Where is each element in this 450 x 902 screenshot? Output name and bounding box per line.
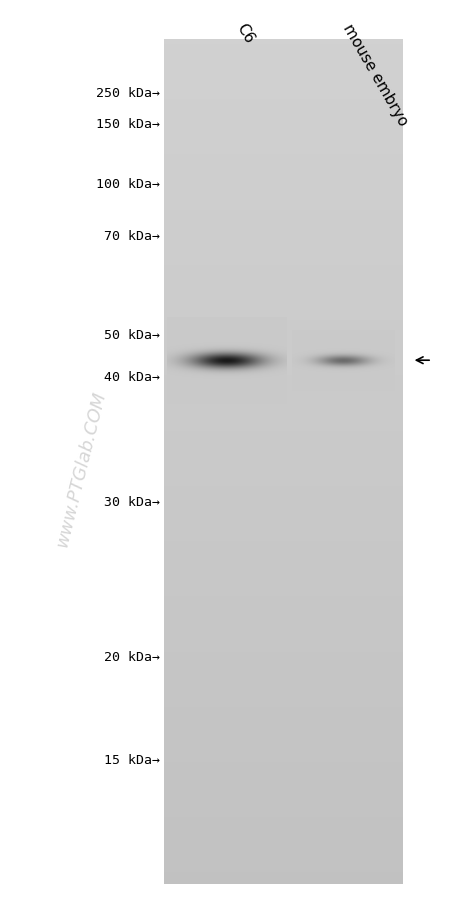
Text: 40 kDa→: 40 kDa→	[104, 371, 160, 383]
Text: 20 kDa→: 20 kDa→	[104, 650, 160, 663]
Text: 30 kDa→: 30 kDa→	[104, 496, 160, 509]
Text: www.PTGlab.COM: www.PTGlab.COM	[53, 390, 109, 548]
Text: C6: C6	[233, 22, 256, 47]
Text: 15 kDa→: 15 kDa→	[104, 753, 160, 766]
Text: 70 kDa→: 70 kDa→	[104, 230, 160, 243]
Text: 250 kDa→: 250 kDa→	[96, 87, 160, 100]
Text: mouse embryo: mouse embryo	[340, 22, 410, 128]
Text: 100 kDa→: 100 kDa→	[96, 178, 160, 190]
Text: 50 kDa→: 50 kDa→	[104, 329, 160, 342]
Text: 150 kDa→: 150 kDa→	[96, 118, 160, 131]
